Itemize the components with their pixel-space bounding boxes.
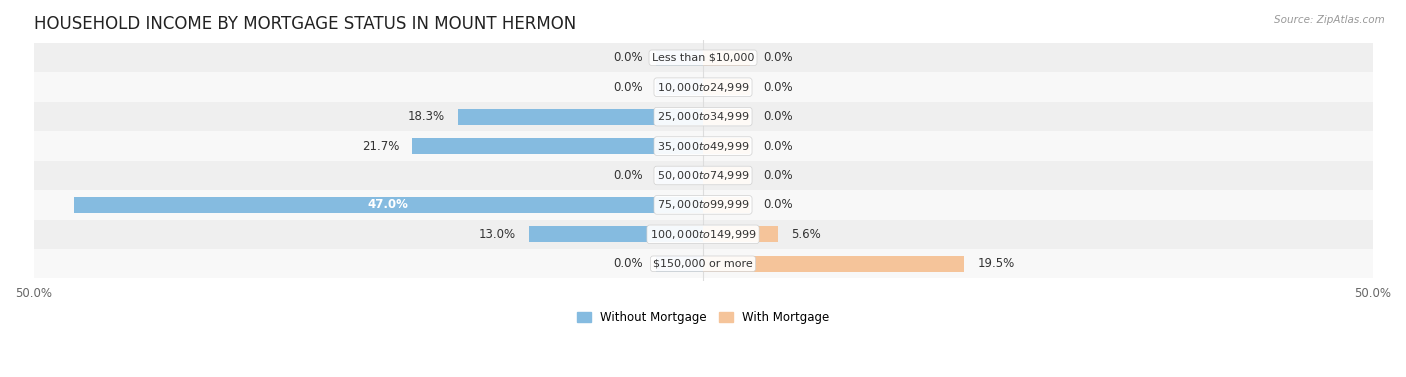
Text: 0.0%: 0.0% bbox=[613, 51, 643, 64]
Legend: Without Mortgage, With Mortgage: Without Mortgage, With Mortgage bbox=[572, 306, 834, 329]
Text: $25,000 to $34,999: $25,000 to $34,999 bbox=[657, 110, 749, 123]
Bar bbox=[657, 167, 703, 184]
Text: Source: ZipAtlas.com: Source: ZipAtlas.com bbox=[1274, 15, 1385, 25]
Text: 0.0%: 0.0% bbox=[763, 51, 793, 64]
Bar bbox=[703, 226, 778, 242]
Text: $10,000 to $24,999: $10,000 to $24,999 bbox=[657, 81, 749, 94]
Bar bbox=[34, 102, 1372, 131]
Text: 21.7%: 21.7% bbox=[361, 139, 399, 153]
Text: 19.5%: 19.5% bbox=[977, 257, 1015, 270]
Text: 0.0%: 0.0% bbox=[763, 81, 793, 94]
Text: 13.0%: 13.0% bbox=[478, 228, 516, 241]
Bar bbox=[703, 197, 749, 213]
Text: $100,000 to $149,999: $100,000 to $149,999 bbox=[650, 228, 756, 241]
Bar bbox=[34, 190, 1372, 220]
Text: 18.3%: 18.3% bbox=[408, 110, 444, 123]
Text: HOUSEHOLD INCOME BY MORTGAGE STATUS IN MOUNT HERMON: HOUSEHOLD INCOME BY MORTGAGE STATUS IN M… bbox=[34, 15, 575, 33]
Bar bbox=[412, 138, 703, 154]
Bar bbox=[657, 256, 703, 272]
Bar bbox=[703, 138, 749, 154]
Text: 0.0%: 0.0% bbox=[613, 169, 643, 182]
Bar bbox=[34, 72, 1372, 102]
Bar bbox=[529, 226, 703, 242]
Text: $150,000 or more: $150,000 or more bbox=[654, 259, 752, 269]
Text: 0.0%: 0.0% bbox=[613, 81, 643, 94]
Bar bbox=[34, 161, 1372, 190]
Text: 5.6%: 5.6% bbox=[792, 228, 821, 241]
Bar bbox=[458, 109, 703, 125]
Bar bbox=[703, 79, 749, 95]
Text: $50,000 to $74,999: $50,000 to $74,999 bbox=[657, 169, 749, 182]
Bar bbox=[703, 50, 749, 66]
Text: $75,000 to $99,999: $75,000 to $99,999 bbox=[657, 198, 749, 211]
Text: $35,000 to $49,999: $35,000 to $49,999 bbox=[657, 139, 749, 153]
Bar bbox=[34, 249, 1372, 279]
Bar bbox=[657, 50, 703, 66]
Text: 47.0%: 47.0% bbox=[368, 198, 409, 211]
Bar bbox=[73, 197, 703, 213]
Text: 0.0%: 0.0% bbox=[763, 110, 793, 123]
Bar bbox=[703, 167, 749, 184]
Bar bbox=[703, 109, 749, 125]
Text: 0.0%: 0.0% bbox=[763, 198, 793, 211]
Text: 0.0%: 0.0% bbox=[613, 257, 643, 270]
Bar bbox=[34, 131, 1372, 161]
Text: Less than $10,000: Less than $10,000 bbox=[652, 53, 754, 63]
Bar bbox=[657, 79, 703, 95]
Text: 0.0%: 0.0% bbox=[763, 169, 793, 182]
Bar bbox=[703, 256, 965, 272]
Text: 0.0%: 0.0% bbox=[763, 139, 793, 153]
Bar bbox=[34, 220, 1372, 249]
Bar bbox=[34, 43, 1372, 72]
